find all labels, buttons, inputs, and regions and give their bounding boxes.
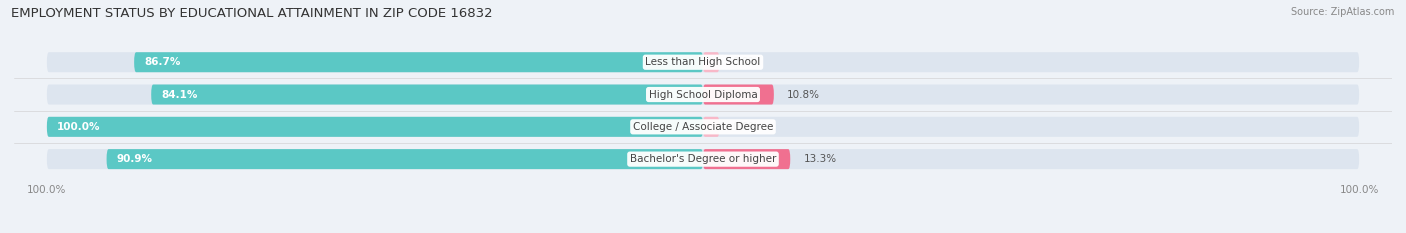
FancyBboxPatch shape <box>134 52 703 72</box>
Text: Bachelor's Degree or higher: Bachelor's Degree or higher <box>630 154 776 164</box>
FancyBboxPatch shape <box>703 85 773 105</box>
Text: Less than High School: Less than High School <box>645 57 761 67</box>
FancyBboxPatch shape <box>703 149 790 169</box>
Text: EMPLOYMENT STATUS BY EDUCATIONAL ATTAINMENT IN ZIP CODE 16832: EMPLOYMENT STATUS BY EDUCATIONAL ATTAINM… <box>11 7 494 20</box>
Text: College / Associate Degree: College / Associate Degree <box>633 122 773 132</box>
Text: 100.0%: 100.0% <box>56 122 100 132</box>
Text: 0.0%: 0.0% <box>733 122 759 132</box>
FancyBboxPatch shape <box>703 117 720 137</box>
Text: 0.0%: 0.0% <box>733 57 759 67</box>
Text: Source: ZipAtlas.com: Source: ZipAtlas.com <box>1291 7 1395 17</box>
Text: 86.7%: 86.7% <box>143 57 180 67</box>
FancyBboxPatch shape <box>46 117 1360 137</box>
Text: 90.9%: 90.9% <box>117 154 152 164</box>
Text: 84.1%: 84.1% <box>162 89 197 99</box>
FancyBboxPatch shape <box>703 52 720 72</box>
FancyBboxPatch shape <box>152 85 703 105</box>
FancyBboxPatch shape <box>107 149 703 169</box>
Text: High School Diploma: High School Diploma <box>648 89 758 99</box>
FancyBboxPatch shape <box>46 85 1360 105</box>
Text: 13.3%: 13.3% <box>803 154 837 164</box>
Text: 10.8%: 10.8% <box>787 89 820 99</box>
FancyBboxPatch shape <box>46 149 1360 169</box>
FancyBboxPatch shape <box>46 117 703 137</box>
FancyBboxPatch shape <box>46 52 1360 72</box>
